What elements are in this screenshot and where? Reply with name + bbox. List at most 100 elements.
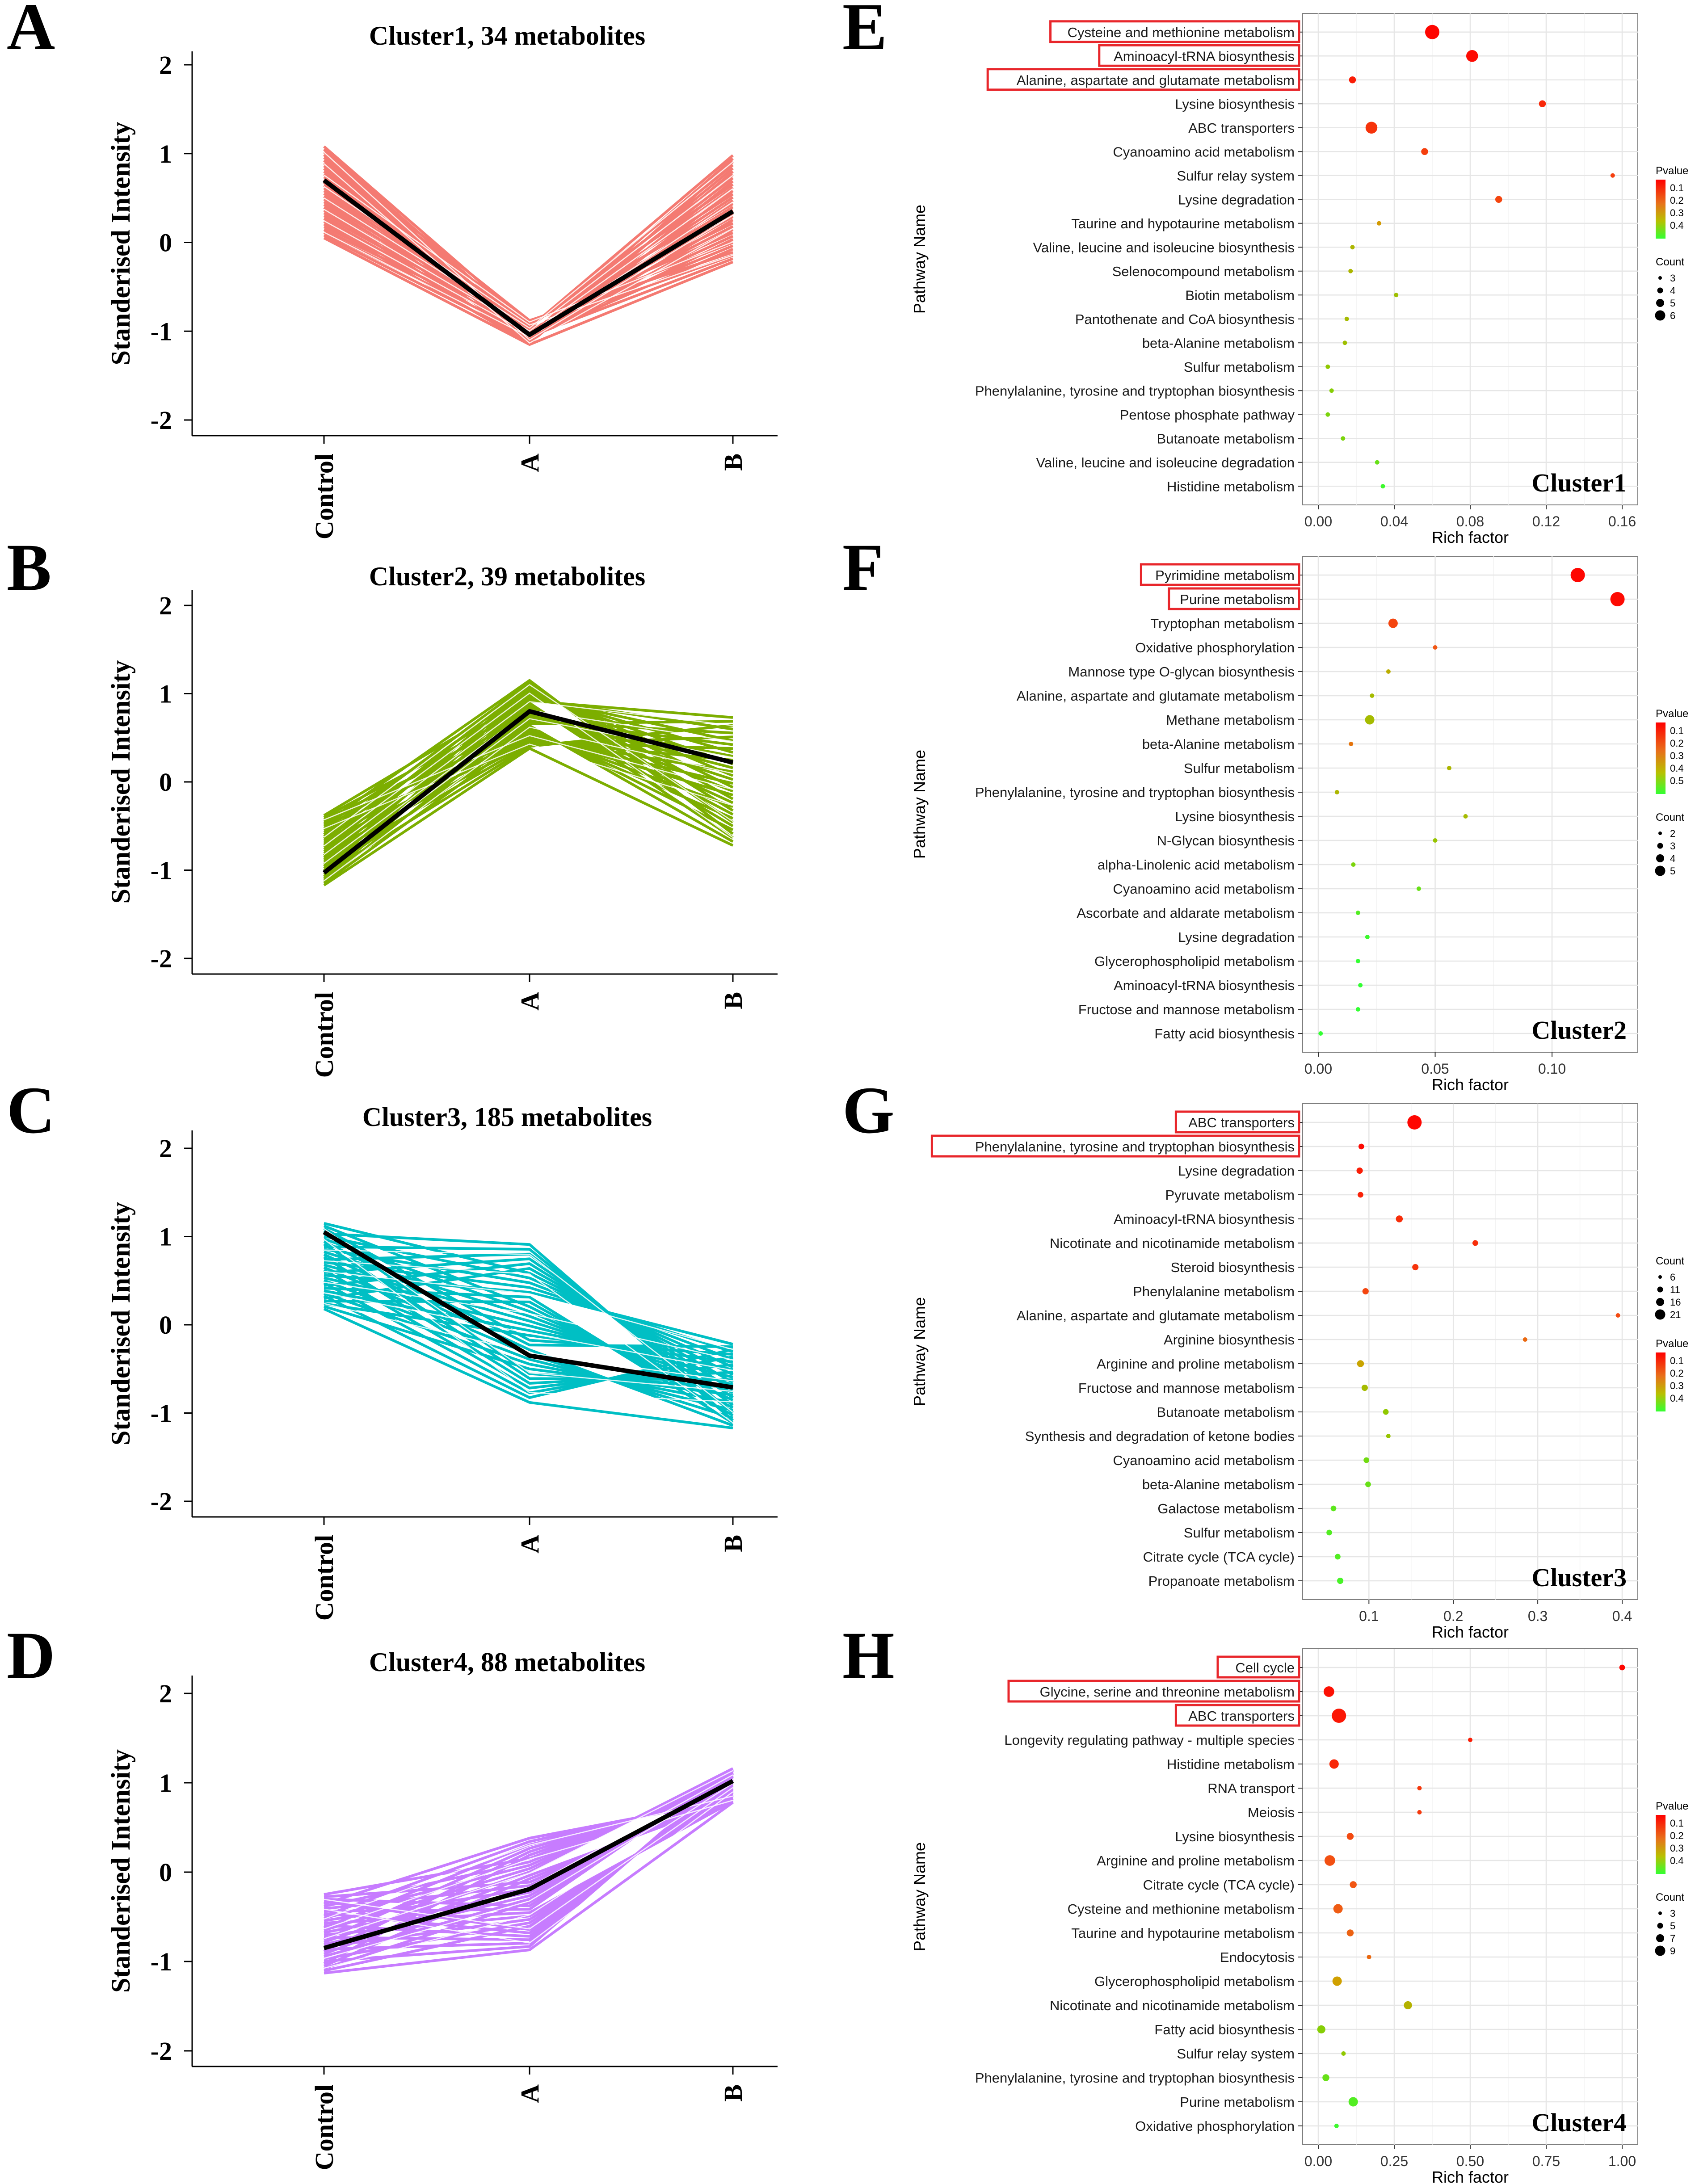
pvalue-tick-label: 0.2 <box>1670 738 1684 749</box>
pathway-label: Phenylalanine, tyrosine and tryptophan b… <box>975 1139 1295 1155</box>
pathway-label: Fructose and mannose metabolism <box>1078 1002 1295 1017</box>
y-tick-label: 0 <box>159 1310 172 1340</box>
panel-letter: H <box>842 1618 895 1693</box>
x-tick-label: 0.10 <box>1538 1061 1566 1077</box>
plot-area <box>1302 1103 1638 1600</box>
pathway-label: Longevity regulating pathway - multiple … <box>1004 1732 1295 1748</box>
pathway-dot <box>1383 1409 1389 1415</box>
y-tick-label: 2 <box>159 50 172 80</box>
count-tick-label: 5 <box>1670 865 1675 877</box>
pvalue-tick-label: 0.1 <box>1670 725 1684 736</box>
pathway-dot <box>1386 669 1391 674</box>
y-tick-label: 0 <box>159 1858 172 1887</box>
x-tick-label: 0.50 <box>1456 2153 1484 2169</box>
panel-title: Cluster2, 39 metabolites <box>369 562 645 591</box>
profile-line <box>324 1247 734 1361</box>
pathway-label: Phenylalanine, tyrosine and tryptophan b… <box>975 785 1295 800</box>
panel-letter: G <box>842 1073 895 1147</box>
mean-line <box>323 1779 734 1950</box>
count-tick-label: 11 <box>1670 1284 1680 1295</box>
y-tick-label: 2 <box>159 1679 172 1708</box>
count-legend-title: Count <box>1656 1891 1684 1903</box>
profile-highlight <box>324 1260 733 1424</box>
profile-highlight <box>324 1787 733 1930</box>
x-tick-label: Control <box>310 1535 339 1621</box>
pvalue-tick-label: 0.5 <box>1670 775 1684 786</box>
mean-line <box>322 709 734 875</box>
highlight-box <box>1174 1704 1300 1727</box>
x-axis-label: Rich factor <box>1432 528 1509 546</box>
profile-highlight <box>324 1770 733 1940</box>
pathway-label: Lysine degradation <box>1178 192 1295 207</box>
count-legend-title: Count <box>1656 1255 1684 1267</box>
pathway-dot <box>1394 293 1399 298</box>
x-tick-label: B <box>719 2084 748 2102</box>
pathway-dot <box>1361 1384 1368 1391</box>
pathway-dot <box>1412 1264 1419 1271</box>
panel-letter: A <box>7 0 55 64</box>
profile-highlight <box>324 692 733 847</box>
pathway-dot <box>1370 693 1375 698</box>
profile-highlight <box>324 1791 733 1944</box>
profile-highlight <box>324 151 733 341</box>
pathway-label: Synthesis and degradation of ketone bodi… <box>1025 1428 1295 1444</box>
pathway-label: Purine metabolism <box>1180 2094 1295 2110</box>
pathway-label: Endocytosis <box>1220 1949 1295 1965</box>
line-panel-B: B Cluster2, 39 metabolites 2 1 0 -1 -2 Control A… <box>7 530 778 1078</box>
pathway-dot <box>1349 742 1354 746</box>
x-tick-label: A <box>515 454 544 472</box>
count-tick-label: 21 <box>1670 1309 1681 1320</box>
highlight-box <box>930 1134 1300 1158</box>
panel-title: Cluster3, 185 metabolites <box>362 1102 652 1132</box>
x-tick-label: 0.00 <box>1304 1061 1332 1077</box>
pathway-dot <box>1341 436 1346 441</box>
profile-line <box>324 1237 734 1402</box>
count-tick-label: 16 <box>1670 1297 1681 1308</box>
pathway-dot <box>1355 911 1360 915</box>
y-axis-label: Standerised Intensity <box>106 660 135 903</box>
pathway-dot <box>1323 1686 1334 1697</box>
pathway-dot <box>1334 790 1339 794</box>
pvalue-colorbar <box>1656 1352 1666 1411</box>
profile-highlight <box>324 1228 733 1392</box>
highlight-box <box>1098 44 1300 67</box>
profile-highlight <box>324 743 733 829</box>
count-legend-dot <box>1656 1934 1664 1942</box>
pathway-dot <box>1365 935 1370 939</box>
pathway-dot <box>1407 1115 1422 1130</box>
x-tick-label: B <box>719 1535 748 1552</box>
count-tick-label: 3 <box>1670 273 1675 284</box>
pvalue-tick-label: 0.3 <box>1670 1380 1684 1391</box>
pathway-dot <box>1325 412 1330 417</box>
count-tick-label: 5 <box>1670 298 1675 309</box>
pathway-dot <box>1377 221 1381 226</box>
pathway-label: ABC transporters <box>1188 120 1295 136</box>
pathway-dot <box>1355 1007 1360 1012</box>
panel-letter: F <box>842 530 883 605</box>
profile-highlight <box>324 161 733 329</box>
pvalue-tick-label: 0.3 <box>1670 750 1684 761</box>
count-legend-dot <box>1656 854 1664 862</box>
profile-line <box>323 739 733 844</box>
y-axis-label: Standerised Intensity <box>106 1202 135 1445</box>
pathway-label: Sulfur metabolism <box>1184 1525 1295 1541</box>
pathway-label: Glycerophospholipid metabolism <box>1094 953 1295 969</box>
count-tick-label: 4 <box>1670 285 1675 296</box>
pathway-dot <box>1355 959 1360 963</box>
pathway-dot <box>1346 1929 1354 1936</box>
pvalue-tick-label: 0.3 <box>1670 207 1684 218</box>
pathway-dot <box>1523 1337 1527 1342</box>
pathway-label: Steroid biosynthesis <box>1171 1260 1295 1275</box>
profile-line <box>324 1273 733 1346</box>
pathway-label: Phenylalanine, tyrosine and tryptophan b… <box>975 2070 1295 2086</box>
profile-highlight <box>324 1292 733 1371</box>
pvalue-tick-label: 0.3 <box>1670 1843 1684 1854</box>
profile-line <box>323 706 734 819</box>
pathway-label: Valine, leucine and isoleucine degradati… <box>1036 455 1295 470</box>
x-tick-label: 0.04 <box>1380 513 1408 529</box>
pathway-label: Phenylalanine metabolism <box>1133 1284 1295 1299</box>
pathway-dot <box>1539 100 1546 107</box>
pathway-dot <box>1396 1215 1403 1222</box>
count-tick-label: 3 <box>1670 1908 1675 1919</box>
pathway-dot <box>1365 1481 1371 1487</box>
